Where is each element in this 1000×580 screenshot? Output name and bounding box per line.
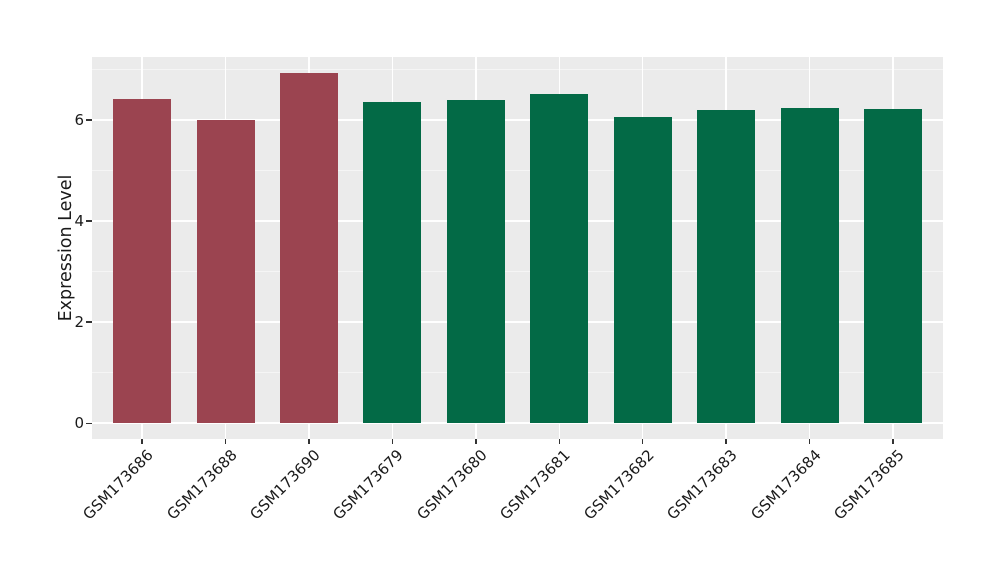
x-tick-label: GSM173685 <box>830 446 908 524</box>
y-tick-mark <box>86 220 92 222</box>
x-tick-mark <box>308 439 310 444</box>
gridline-minor-horizontal <box>92 170 943 172</box>
bar-gsm173686 <box>113 99 172 424</box>
x-tick-mark <box>641 439 644 444</box>
x-tick-mark <box>475 439 477 444</box>
bar-gsm173684 <box>780 107 839 424</box>
gridline-major-horizontal <box>92 422 943 425</box>
bar-gsm173685 <box>863 108 922 424</box>
y-tick-label: 2 <box>74 313 84 332</box>
bar-gsm173690 <box>279 73 338 424</box>
x-tick-label: GSM173690 <box>246 446 324 524</box>
gridline-major-horizontal <box>92 220 943 223</box>
gridline-minor-horizontal <box>92 271 943 273</box>
bar-gsm173682 <box>613 116 672 424</box>
bar-gsm173680 <box>446 100 505 424</box>
y-tick-label: 4 <box>74 212 84 231</box>
y-axis-title: Expression Level <box>56 174 76 322</box>
x-tick-mark <box>391 439 394 444</box>
x-tick-mark <box>892 439 894 444</box>
gridline-major-horizontal <box>92 119 943 121</box>
gridline-minor-horizontal <box>92 372 943 374</box>
x-tick-label: GSM173688 <box>162 446 241 524</box>
bar-gsm173679 <box>363 102 422 424</box>
x-tick-label: GSM173683 <box>663 446 741 524</box>
x-tick-label: GSM173680 <box>413 446 491 524</box>
x-tick-mark <box>224 439 227 444</box>
x-tick-label: GSM173686 <box>79 446 157 524</box>
x-tick-label: GSM173684 <box>746 446 825 524</box>
x-tick-label: GSM173681 <box>496 446 574 524</box>
gridline-major-horizontal <box>92 321 943 324</box>
plot-panel <box>92 57 943 439</box>
y-tick-label: 6 <box>74 111 84 129</box>
y-tick-label: 0 <box>74 414 84 433</box>
x-tick-mark <box>725 439 727 444</box>
bar-gsm173688 <box>196 120 255 424</box>
y-tick-mark <box>86 119 92 121</box>
x-tick-mark <box>558 439 560 444</box>
bar-gsm173681 <box>530 93 589 424</box>
x-tick-mark <box>141 439 143 444</box>
y-tick-mark <box>86 422 92 425</box>
x-tick-label: GSM173679 <box>329 446 408 524</box>
x-tick-label: GSM173682 <box>580 446 658 524</box>
bar-gsm173683 <box>697 109 756 424</box>
x-tick-mark <box>808 439 811 444</box>
gridline-minor-horizontal <box>92 68 943 70</box>
y-tick-mark <box>86 321 92 323</box>
